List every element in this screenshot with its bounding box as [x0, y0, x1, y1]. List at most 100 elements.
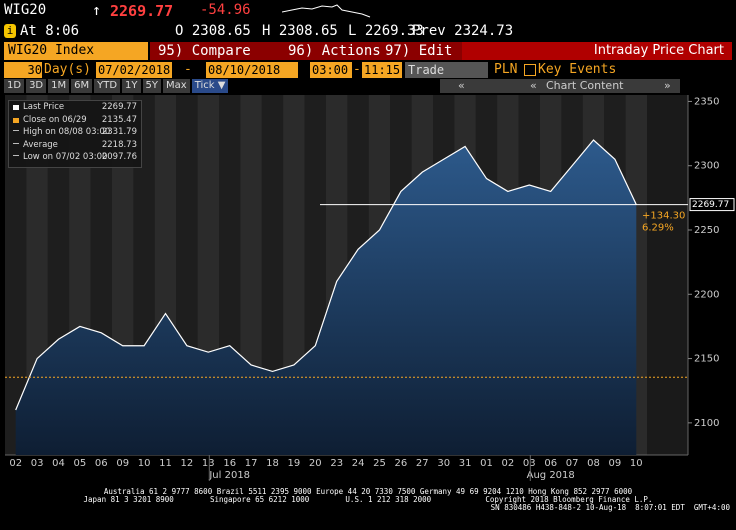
chart-content: Chart Content [546, 79, 624, 92]
x-tick-label: 03 [31, 458, 44, 469]
period-button[interactable]: YTD [94, 79, 121, 93]
change-label: +134.30 [642, 211, 685, 222]
legend-value: 2331.79 [101, 127, 137, 137]
x-tick-label: 30 [437, 458, 450, 469]
net-change: -54.96 [200, 2, 251, 18]
y-tick-label: 2150 [694, 354, 719, 365]
x-tick-label: 02 [502, 458, 515, 469]
x-tick-label: 06 [95, 458, 108, 469]
high: H 2308.65 [262, 23, 338, 39]
legend-label: Close on 06/29 [23, 114, 87, 125]
x-tick-label: 27 [416, 458, 429, 469]
x-tick-label: 25 [373, 458, 386, 469]
unit[interactable]: Day(s) [44, 62, 91, 77]
change-pct: 6.29% [642, 223, 674, 234]
price-line [15, 139, 637, 411]
arrow: ↑ [92, 1, 102, 19]
count[interactable]: 30 [4, 62, 42, 78]
x-tick-label: 05 [74, 458, 87, 469]
y-tick-label: 2250 [694, 225, 719, 236]
legend-row: Last Price 2269.77 [9, 101, 141, 114]
legend: Last Price 2269.77 Close on 06/29 2135.47 Hi… [8, 100, 142, 168]
checkbox[interactable] [524, 64, 536, 76]
chart: 02 03 04 05 06 09 10 11 12 13 16 17 18 19 20 23 24 25 26 27… [5, 95, 735, 481]
period-button[interactable]: 6M [71, 79, 93, 93]
start-date[interactable]: 07/02/2018 [96, 62, 172, 78]
y-tick-label: 2200 [694, 289, 719, 300]
time-badge: i [4, 24, 16, 38]
last-price-label: 2269.77 [692, 200, 729, 210]
x-tick-label: 13 [202, 458, 215, 469]
period-button[interactable]: 1Y [122, 79, 141, 93]
legend-row: Low on 07/02 03:00 2097.76 [9, 151, 141, 164]
page-title: Intraday Price Chart [462, 42, 732, 60]
actions-button[interactable]: 96) Actions [280, 42, 408, 60]
open: O 2308.65 [175, 23, 251, 39]
footer-line: Japan 81 3 3201 8900 Singapore 65 6212 1… [83, 495, 653, 504]
x-tick-label: 01 [480, 458, 493, 469]
legend-row: Close on 06/29 2135.47 [9, 114, 141, 127]
legend-icon [13, 142, 19, 144]
footer: Australia 61 2 9777 8600 Brazil 5511 239… [0, 488, 736, 512]
from-time[interactable]: 03:00 [310, 62, 352, 78]
x-tick-label: 18 [266, 458, 279, 469]
legend-icon [13, 130, 19, 131]
x-tick-label: 16 [223, 458, 236, 469]
x-tick-label: 20 [309, 458, 322, 469]
period-button[interactable]: 3D [26, 79, 47, 93]
y-tick-label: 2100 [694, 418, 719, 429]
period-button[interactable]: 1D [4, 79, 25, 93]
x-tick-label: 10 [630, 458, 643, 469]
area [15, 140, 637, 455]
compare-button[interactable]: 95) Compare [150, 42, 283, 60]
to-time[interactable]: 11:15 [362, 62, 402, 78]
x-tick-label: 08 [587, 458, 600, 469]
day-shade [261, 95, 284, 455]
legend-icon [13, 117, 19, 123]
x-tick-label: 31 [459, 458, 472, 469]
x-tick-label: 10 [138, 458, 151, 469]
period-button[interactable]: 5Y [142, 79, 162, 93]
period-button[interactable]: Tick ▼ [191, 79, 229, 93]
legend-icon [13, 105, 19, 110]
legend-value: 2097.76 [101, 152, 137, 162]
last-price-box [689, 198, 735, 212]
x-tick-label: 02 [9, 458, 22, 469]
key-events[interactable]: Key Events [538, 62, 617, 77]
dash: - [184, 62, 192, 77]
dash: - [353, 62, 361, 77]
footer-line: SN 830486 H438-848-2 10-Aug-18 8:07:01 E… [490, 503, 730, 512]
x-tick-label: 06 [544, 458, 557, 469]
legend-value: 2269.77 [101, 102, 137, 112]
x-tick-label: 23 [330, 458, 343, 469]
currency[interactable]: PLN [494, 62, 518, 77]
legend-label: High on 08/08 03:00 [23, 127, 111, 137]
x-tick-label: 04 [52, 458, 65, 469]
legend-icon [13, 155, 19, 156]
low: L 2269.33 [348, 23, 424, 39]
legend-row: High on 08/08 03:00 2331.79 [9, 126, 141, 139]
legend-label: Low on 07/02 03:00 [23, 152, 108, 162]
security[interactable]: WIG20 Index [4, 42, 148, 60]
sparkline [282, 4, 371, 18]
x-tick-label: 19 [288, 458, 301, 469]
period-button[interactable]: Max [163, 79, 190, 93]
end-date[interactable]: 08/10/2018 [206, 62, 298, 78]
y-tick-label: 2350 [694, 96, 719, 107]
period-button[interactable]: 1M [48, 79, 70, 93]
edit-button[interactable]: 97) Edit [380, 42, 463, 60]
legend-label: Last Price [23, 102, 65, 112]
month-label: Aug 2018 [527, 470, 575, 481]
day-shade [5, 95, 27, 455]
x-tick-label: 24 [352, 458, 365, 469]
legend-value: 2135.47 [101, 114, 137, 125]
x-tick-label: 17 [245, 458, 258, 469]
y-tick-label: 2300 [694, 161, 719, 172]
mode[interactable]: Trade [405, 62, 488, 78]
x-tick-label: 07 [566, 458, 579, 469]
month-label: Jul 2018 [208, 470, 250, 481]
legend-row: Average 2218.73 [9, 139, 141, 152]
x-tick-label: 09 [609, 458, 622, 469]
chart-content-bar[interactable]: ««Chart Content» [440, 79, 680, 93]
